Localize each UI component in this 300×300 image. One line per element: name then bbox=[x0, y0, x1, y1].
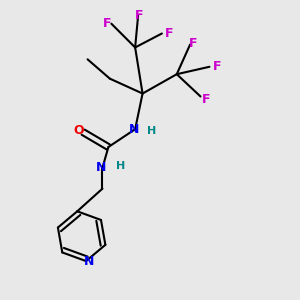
Text: H: H bbox=[116, 161, 125, 171]
Text: F: F bbox=[103, 17, 111, 30]
Text: F: F bbox=[213, 60, 221, 73]
Text: F: F bbox=[135, 9, 144, 22]
Text: N: N bbox=[96, 161, 106, 174]
Text: F: F bbox=[202, 93, 210, 106]
Text: F: F bbox=[189, 37, 197, 50]
Text: O: O bbox=[74, 124, 84, 137]
Text: N: N bbox=[84, 255, 94, 268]
Text: N: N bbox=[128, 123, 139, 136]
Text: H: H bbox=[147, 126, 156, 136]
Text: F: F bbox=[165, 27, 174, 40]
